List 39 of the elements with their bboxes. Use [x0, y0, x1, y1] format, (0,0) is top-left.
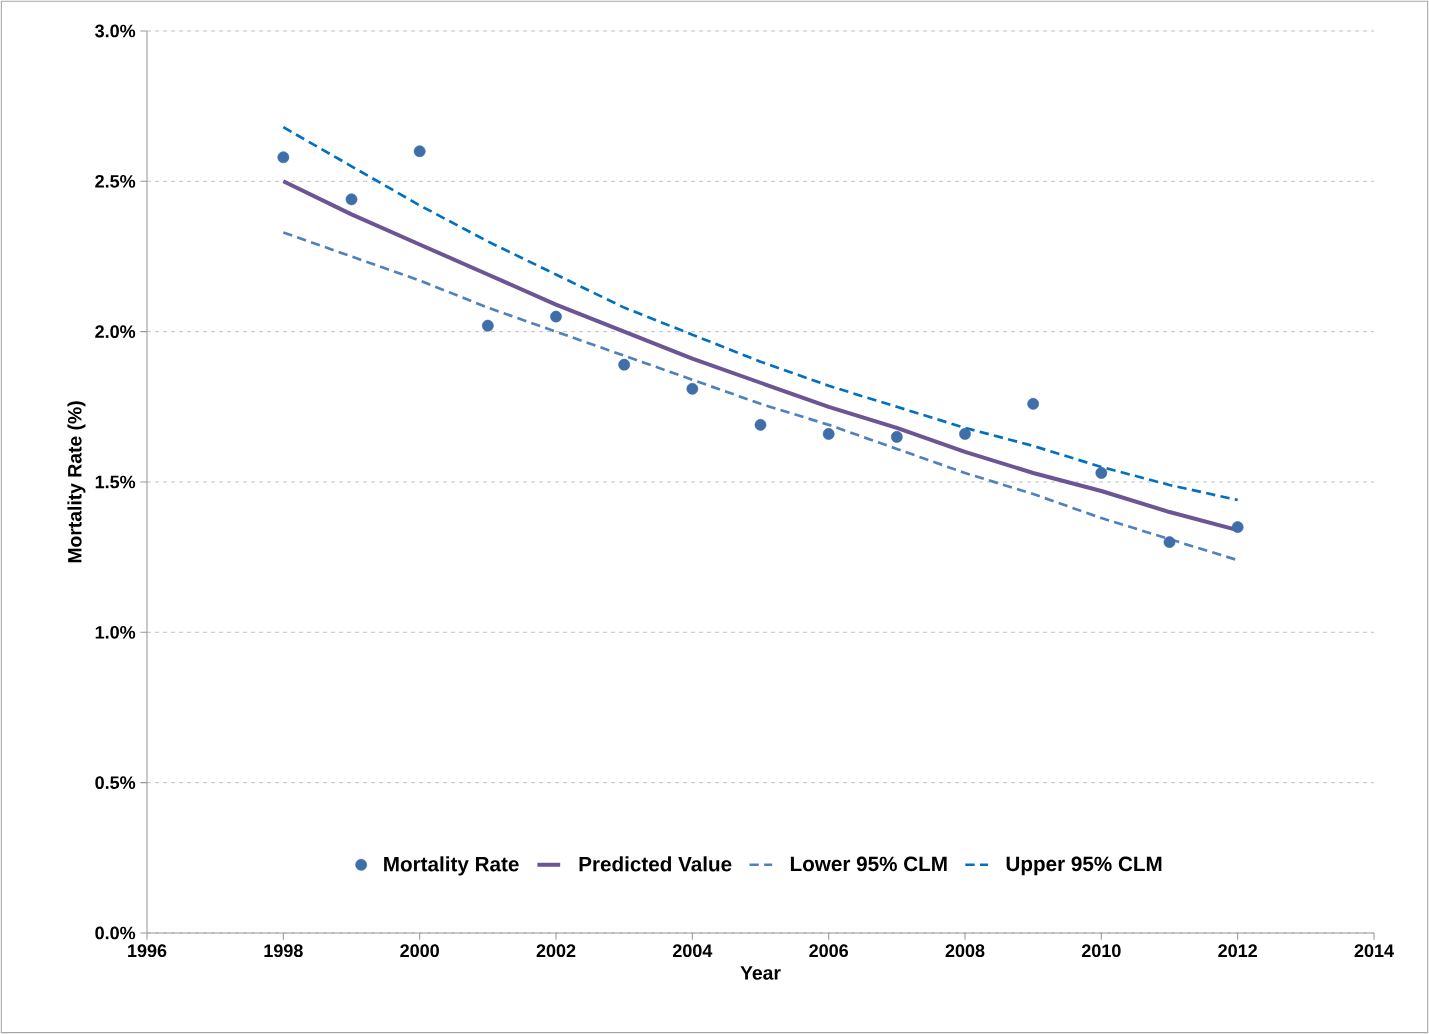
y-tick-label: 0.5%	[95, 776, 136, 790]
x-tick-label: 2002	[536, 944, 576, 958]
point	[481, 319, 494, 332]
y-axis-title: Mortality Rate (%)	[67, 401, 86, 563]
y-tick-label: 1.0%	[95, 625, 136, 639]
legend-label: Predicted Value	[579, 856, 732, 872]
point	[413, 145, 426, 158]
x-axis-title: Year	[740, 966, 781, 980]
point	[686, 382, 699, 395]
x-tick-label: 2006	[809, 944, 849, 958]
point	[1027, 397, 1040, 410]
point	[890, 431, 903, 443]
y-tick-label: 0.0%	[95, 926, 136, 940]
x-tick-label: 2010	[1081, 944, 1121, 958]
legend-label: Lower 95% CLM	[790, 856, 947, 872]
point	[1231, 521, 1244, 533]
x-tick-label: 1996	[128, 944, 167, 958]
line-series	[282, 125, 1240, 502]
point	[277, 151, 290, 164]
x-tick-label: 2000	[400, 944, 439, 958]
point	[1095, 467, 1108, 479]
point	[1163, 536, 1176, 548]
point	[618, 358, 631, 371]
y-tick-label: 1.5%	[95, 475, 136, 489]
x-tick-label: 2014	[1354, 944, 1394, 958]
point	[754, 418, 767, 431]
x-tick-label: 1998	[264, 944, 303, 958]
point	[822, 428, 835, 440]
y-tick-label: 2.5%	[95, 174, 136, 188]
legend-label: Mortality Rate	[384, 856, 519, 876]
y-tick-label: 2.0%	[95, 325, 136, 339]
y-tick-label: 3.0%	[95, 24, 136, 38]
point	[345, 193, 358, 206]
point	[550, 310, 562, 323]
point	[959, 428, 971, 440]
x-tick-label: 2008	[945, 944, 985, 958]
legend-label: Upper 95% CLM	[1006, 856, 1162, 876]
x-tick-label: 2012	[1218, 944, 1257, 958]
x-tick-label: 2004	[672, 944, 713, 958]
